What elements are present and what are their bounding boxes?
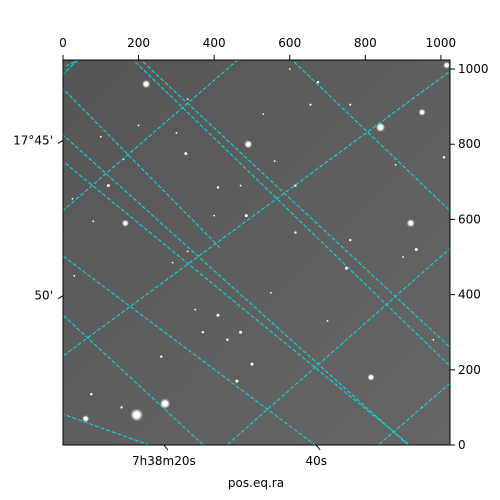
star: [444, 63, 449, 68]
right-axis-tick-label: 600: [458, 212, 481, 226]
star: [73, 274, 76, 277]
star: [394, 163, 397, 166]
image-background: [63, 60, 450, 445]
top-pixel-axis: 0 200 400 600 800 1000: [59, 36, 456, 60]
star: [250, 362, 254, 366]
star: [309, 103, 312, 106]
star: [186, 98, 189, 101]
dec-axis-tick: [57, 140, 64, 144]
top-axis-tick-label: 200: [127, 36, 150, 50]
star: [239, 184, 242, 187]
star: [71, 197, 74, 200]
dec-axis-tick: [57, 295, 64, 300]
star: [273, 160, 276, 163]
left-dec-axis: 17°45' 50': [13, 133, 64, 303]
dec-axis-tick-label: 17°45': [13, 133, 53, 147]
star: [216, 313, 220, 317]
plot-frame: [62, 59, 451, 446]
grid-line: [63, 60, 239, 212]
dec-axis-tick-label: 50': [34, 289, 53, 303]
plot-area: [62, 59, 451, 446]
star: [162, 400, 168, 407]
star: [144, 81, 149, 87]
grid-line: [63, 255, 316, 445]
star: [349, 238, 352, 242]
coordinate-grid: [63, 60, 450, 445]
bottom-ra-axis: 7h38m20s 40s: [132, 444, 327, 468]
star: [316, 80, 320, 84]
grid-line: [63, 60, 79, 75]
star: [244, 214, 248, 218]
star: [123, 221, 128, 225]
star: [83, 416, 88, 421]
grid-line: [132, 60, 450, 367]
grid-line: [63, 88, 223, 250]
right-axis-tick-label: 400: [458, 288, 481, 302]
star: [216, 186, 220, 189]
star: [432, 338, 435, 341]
star: [442, 156, 446, 159]
star: [420, 110, 424, 115]
star: [414, 247, 418, 251]
x-axis-label: pos.eq.ra: [228, 476, 284, 490]
right-axis-tick-label: 1000: [458, 62, 489, 76]
star: [106, 184, 110, 188]
star: [213, 214, 216, 217]
star: [269, 291, 272, 294]
right-axis-tick-label: 200: [458, 363, 481, 377]
grid-line: [63, 134, 409, 445]
star: [226, 338, 229, 341]
star: [137, 124, 140, 127]
star: [235, 379, 239, 383]
right-pixel-axis: 0 200 400 600 800 1000: [450, 62, 489, 452]
star: [194, 308, 197, 311]
ra-axis-tick-label: 40s: [305, 454, 327, 468]
star: [92, 220, 95, 223]
grid-line: [63, 413, 151, 445]
grid-line: [63, 160, 411, 445]
star: [402, 256, 405, 258]
top-axis-tick-label: 400: [203, 36, 226, 50]
star: [349, 103, 352, 106]
star: [326, 320, 329, 322]
star: [133, 411, 140, 419]
star: [99, 135, 102, 138]
stars-layer: [71, 61, 450, 423]
grid-line: [140, 60, 450, 348]
grid-line: [377, 382, 450, 445]
star: [408, 221, 413, 226]
top-axis-tick-label: 800: [354, 36, 377, 50]
grid-line: [226, 247, 450, 445]
star: [186, 250, 189, 253]
star: [294, 231, 297, 234]
ra-axis-tick: [163, 444, 169, 451]
star: [378, 124, 383, 130]
ra-axis-tick: [315, 444, 321, 451]
star: [201, 331, 205, 334]
right-axis-tick-label: 0: [458, 438, 466, 452]
star: [184, 152, 188, 156]
star: [171, 261, 174, 264]
star: [288, 68, 291, 70]
top-axis-tick-label: 1000: [426, 36, 457, 50]
star: [369, 375, 373, 380]
grid-line: [291, 60, 450, 212]
star: [246, 142, 251, 147]
ra-axis-tick-label: 7h38m20s: [132, 454, 196, 468]
top-axis-tick-label: 600: [278, 36, 301, 50]
top-axis-tick-label: 0: [59, 36, 67, 50]
star: [239, 330, 243, 334]
star: [160, 355, 163, 358]
star: [90, 393, 93, 396]
right-axis-tick-label: 800: [458, 137, 481, 151]
star: [120, 406, 123, 409]
star: [344, 266, 348, 270]
grid-line: [63, 314, 204, 445]
star: [262, 113, 265, 116]
star: [175, 132, 178, 134]
